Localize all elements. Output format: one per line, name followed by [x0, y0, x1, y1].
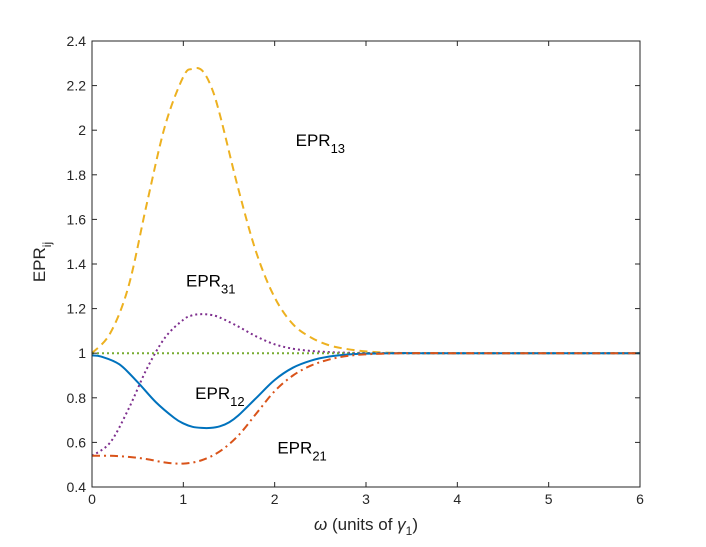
- y-tick-label: 2.4: [67, 33, 87, 49]
- y-axis-label: EPRij: [30, 242, 54, 282]
- x-tick-label: 5: [545, 491, 553, 507]
- y-tick-label: 2: [78, 122, 86, 138]
- y-tick-label: 1.8: [67, 167, 87, 183]
- x-axis-label-text: (units of: [327, 515, 397, 534]
- x-tick-label: 2: [271, 491, 279, 507]
- y-tick-label: 0.6: [67, 434, 87, 450]
- annotation-epr21: EPR21: [277, 439, 326, 464]
- x-tick-label: 1: [179, 491, 187, 507]
- annotation-epr31: EPR31: [186, 271, 235, 296]
- x-tick-label: 6: [636, 491, 644, 507]
- y-axis-label-sub: ij: [40, 242, 54, 247]
- y-tick-label: 1.4: [67, 256, 87, 272]
- annotation-epr12: EPR12: [195, 384, 244, 409]
- x-axis-label-omega: ω: [314, 515, 327, 534]
- y-tick-label: 0.8: [67, 390, 87, 406]
- x-axis-label-close: ): [412, 515, 418, 534]
- series-layer: [91, 66, 640, 465]
- series-line-epr31: [91, 313, 640, 457]
- y-axis-label-main: EPR: [30, 247, 49, 282]
- x-axis-label-sub: 1: [406, 524, 413, 538]
- y-tick-label: 0.4: [67, 479, 87, 495]
- y-tick-label: 1: [78, 345, 86, 361]
- y-tick-label: 1.6: [67, 211, 87, 227]
- x-tick-label: 4: [453, 491, 461, 507]
- y-tick-label: 2.2: [67, 78, 87, 94]
- annotation-layer: EPR13 EPR31 EPR12 EPR21: [186, 131, 345, 464]
- tick-layer: 0 1 2 3 4 5 6 0.4 0.6 0.8 1 1.2 1.4 1.6 1.8 2 2.2 2.4: [67, 33, 645, 507]
- x-tick-label: 0: [88, 491, 96, 507]
- y-tick-label: 1.2: [67, 301, 87, 317]
- x-tick-label: 3: [362, 491, 370, 507]
- x-axis-label-gamma: γ: [397, 515, 407, 534]
- annotation-epr13: EPR13: [296, 131, 345, 156]
- series-line-epr13: [91, 66, 640, 355]
- plot-area: [92, 41, 640, 487]
- series-line-epr21: [91, 352, 640, 465]
- x-axis-label: ω (units of γ1): [314, 515, 418, 538]
